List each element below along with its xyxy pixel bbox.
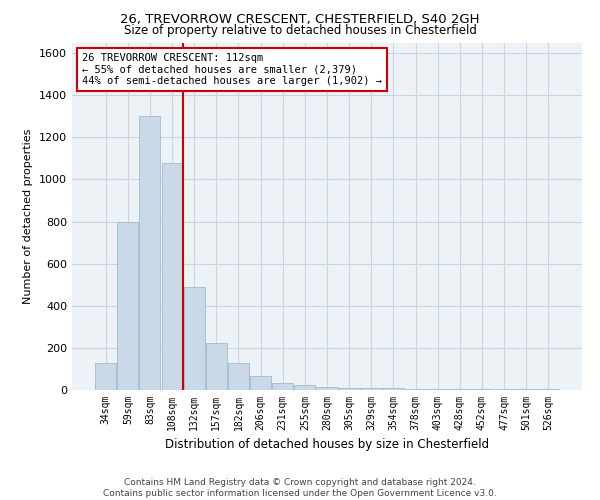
Bar: [272, 382, 293, 390]
Bar: [449, 389, 470, 390]
Text: Size of property relative to detached houses in Chesterfield: Size of property relative to detached ho…: [124, 24, 476, 37]
Bar: [472, 389, 493, 390]
X-axis label: Distribution of detached houses by size in Chesterfield: Distribution of detached houses by size …: [165, 438, 489, 452]
Bar: [494, 389, 515, 390]
Bar: [538, 389, 559, 390]
Bar: [316, 387, 338, 390]
Bar: [139, 116, 160, 390]
Bar: [228, 362, 249, 390]
Y-axis label: Number of detached properties: Number of detached properties: [23, 128, 34, 304]
Bar: [118, 222, 139, 390]
Text: 26, TREVORROW CRESCENT, CHESTERFIELD, S40 2GH: 26, TREVORROW CRESCENT, CHESTERFIELD, S4…: [120, 12, 480, 26]
Bar: [206, 342, 227, 390]
Bar: [361, 388, 382, 390]
Text: 26 TREVORROW CRESCENT: 112sqm
← 55% of detached houses are smaller (2,379)
44% o: 26 TREVORROW CRESCENT: 112sqm ← 55% of d…: [82, 53, 382, 86]
Text: Contains HM Land Registry data © Crown copyright and database right 2024.
Contai: Contains HM Land Registry data © Crown c…: [103, 478, 497, 498]
Bar: [295, 384, 316, 390]
Bar: [95, 362, 116, 390]
Bar: [184, 287, 205, 390]
Bar: [515, 389, 536, 390]
Bar: [405, 389, 426, 390]
Bar: [383, 388, 404, 390]
Bar: [338, 388, 359, 390]
Bar: [161, 162, 182, 390]
Bar: [250, 376, 271, 390]
Bar: [427, 389, 448, 390]
